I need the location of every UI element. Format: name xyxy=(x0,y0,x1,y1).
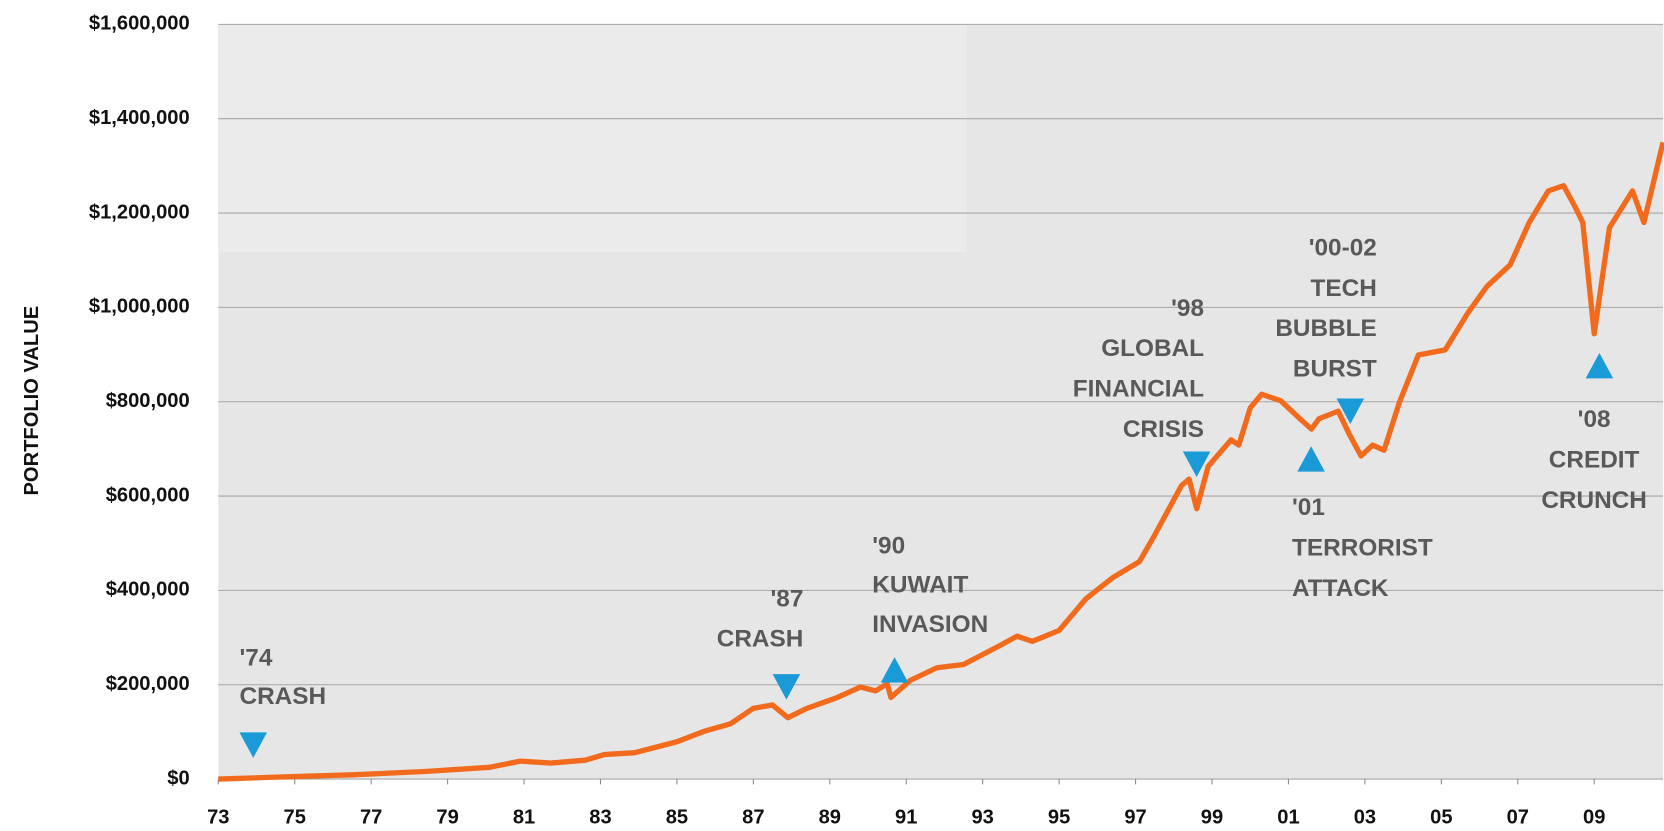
y-tick-label: $1,400,000 xyxy=(89,107,190,129)
x-tick-label: 89 xyxy=(819,807,841,829)
x-tick-label: 01 xyxy=(1277,807,1299,829)
y-tick-label: $0 xyxy=(167,767,189,789)
annotation-text: FINANCIAL xyxy=(1073,375,1204,402)
x-tick-label: 91 xyxy=(895,807,917,829)
x-tick-label: 05 xyxy=(1430,807,1452,829)
x-tick-label: 85 xyxy=(666,807,688,829)
annotation-text: CRUNCH xyxy=(1541,487,1647,514)
annotation-text: CRISIS xyxy=(1123,416,1204,443)
annotation-text: KUWAIT xyxy=(872,572,968,599)
x-tick-label: 03 xyxy=(1354,807,1376,829)
x-tick-label: 81 xyxy=(513,807,535,829)
x-tick-label: 09 xyxy=(1583,807,1605,829)
x-tick-label: 95 xyxy=(1048,807,1070,829)
y-tick-label: $400,000 xyxy=(106,579,190,601)
event-marker xyxy=(1182,451,1211,477)
event-marker xyxy=(1585,352,1614,379)
x-tick-label: 99 xyxy=(1201,807,1223,829)
x-tick-label: 83 xyxy=(589,807,611,829)
y-tick-label: $600,000 xyxy=(106,484,190,506)
annotation-text: TECH xyxy=(1311,275,1377,302)
y-tick-label: $1,200,000 xyxy=(89,201,190,223)
y-tick-label: $800,000 xyxy=(106,390,190,412)
annotation-text: CRASH xyxy=(717,626,804,653)
annotation-text: BUBBLE xyxy=(1275,315,1376,342)
x-tick-label: 93 xyxy=(971,807,993,829)
y-tick-label: $1,000,000 xyxy=(89,296,190,318)
annotation-text: TERRORIST xyxy=(1292,534,1433,561)
annotation-text: '87 xyxy=(770,585,803,612)
annotation-text: CREDIT xyxy=(1549,447,1640,474)
event-marker xyxy=(1336,398,1365,424)
event-marker xyxy=(772,674,801,700)
x-tick-label: 07 xyxy=(1507,807,1529,829)
y-axis-title: PORTFOLIO VALUE xyxy=(21,306,43,496)
event-marker xyxy=(880,657,909,683)
event-marker xyxy=(1297,446,1325,472)
data-line xyxy=(218,141,1664,782)
annotation-text: '98 xyxy=(1171,295,1204,322)
annotation-text: '08 xyxy=(1578,406,1611,433)
annotation-text: '00-02 xyxy=(1309,235,1377,262)
annotation-text: '90 xyxy=(872,532,905,559)
y-tick-label: $1,600,000 xyxy=(89,13,190,35)
x-tick-label: 79 xyxy=(436,807,458,829)
y-tick-label: $200,000 xyxy=(106,673,190,695)
x-tick-label: 87 xyxy=(742,807,764,829)
x-tick-label: 73 xyxy=(207,807,229,829)
annotation-text: ATTACK xyxy=(1292,575,1389,602)
annotation-text: '01 xyxy=(1292,494,1325,521)
annotation-text: '74 xyxy=(239,645,272,672)
annotation-text: GLOBAL xyxy=(1101,335,1204,362)
event-marker xyxy=(239,732,268,758)
plot-highlight xyxy=(218,24,967,253)
x-tick-label: 97 xyxy=(1124,807,1146,829)
annotation-text: BURST xyxy=(1293,355,1377,382)
annotation-text: CRASH xyxy=(239,683,326,710)
x-tick-label: 75 xyxy=(284,807,306,829)
annotation-text: INVASION xyxy=(872,611,988,638)
x-tick-label: 77 xyxy=(360,807,382,829)
